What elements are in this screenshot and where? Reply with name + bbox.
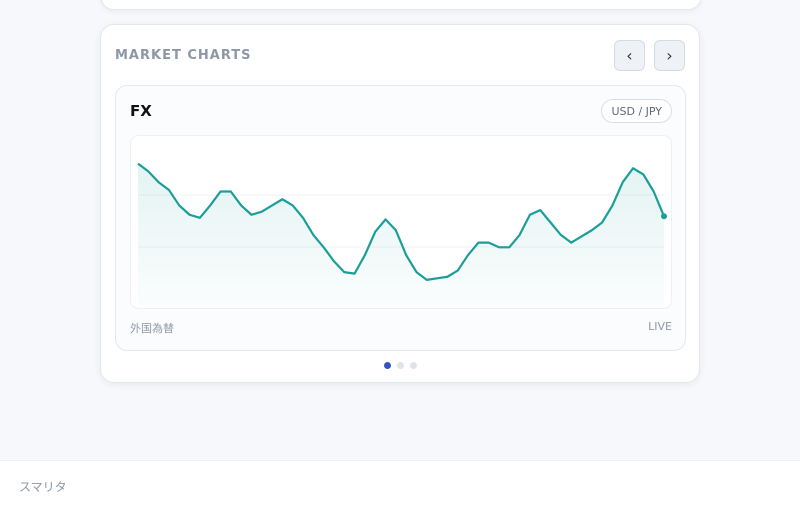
footer: スマリタ: [0, 460, 800, 511]
next-button[interactable]: ›: [654, 40, 685, 71]
pager: [101, 362, 699, 369]
status: LIVE: [648, 320, 672, 333]
chart-title: FX: [130, 102, 152, 120]
line: [137, 162, 666, 281]
pair-badge: USD / JPY: [601, 99, 672, 123]
card-title: MARKET CHARTS: [115, 48, 252, 63]
pager-dot[interactable]: [409, 362, 417, 369]
area: [138, 163, 664, 306]
chart: [130, 135, 672, 309]
brand: スマリタ: [19, 480, 67, 494]
pager-dot[interactable]: [396, 362, 404, 369]
previous-card: [100, 0, 702, 10]
caption: 外国為替: [130, 322, 174, 335]
chart-card: FX USD / JPY 外国為替 LIVE: [115, 85, 686, 351]
prev-button[interactable]: ‹: [614, 40, 645, 71]
pager-dot[interactable]: [383, 362, 391, 369]
market-card: MARKET CHARTS ‹ › FX USD / JPY 外国為替 LIVE: [100, 24, 700, 383]
end-point: [661, 213, 667, 220]
